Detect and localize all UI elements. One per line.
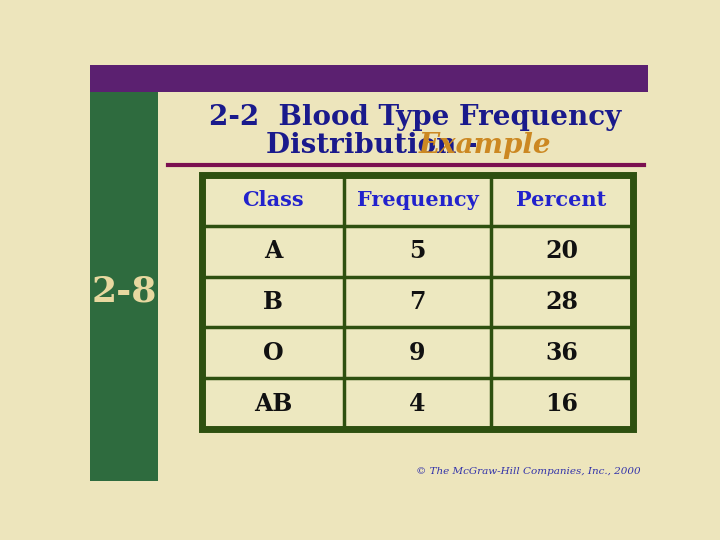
Text: 7: 7 xyxy=(409,290,426,314)
Text: 5: 5 xyxy=(409,239,426,263)
Text: O: O xyxy=(263,341,284,365)
Text: 2-2  Blood Type Frequency: 2-2 Blood Type Frequency xyxy=(210,104,621,131)
Text: Distribution -: Distribution - xyxy=(266,132,487,159)
Bar xyxy=(90,65,158,481)
Text: © The McGraw-Hill Companies, Inc., 2000: © The McGraw-Hill Companies, Inc., 2000 xyxy=(415,467,640,476)
Text: 28: 28 xyxy=(545,290,578,314)
Text: Frequency: Frequency xyxy=(356,190,478,210)
Text: 9: 9 xyxy=(409,341,426,365)
Text: 16: 16 xyxy=(545,392,578,416)
Text: Class: Class xyxy=(243,190,304,210)
Text: Example: Example xyxy=(419,132,552,159)
Text: AB: AB xyxy=(254,392,292,416)
Text: 4: 4 xyxy=(409,392,426,416)
Text: A: A xyxy=(264,239,282,263)
Bar xyxy=(202,175,632,429)
Text: 36: 36 xyxy=(545,341,578,365)
Text: 2-8: 2-8 xyxy=(91,275,157,309)
Text: Percent: Percent xyxy=(516,190,607,210)
Text: B: B xyxy=(264,290,283,314)
Bar xyxy=(90,65,648,92)
Text: 20: 20 xyxy=(545,239,578,263)
